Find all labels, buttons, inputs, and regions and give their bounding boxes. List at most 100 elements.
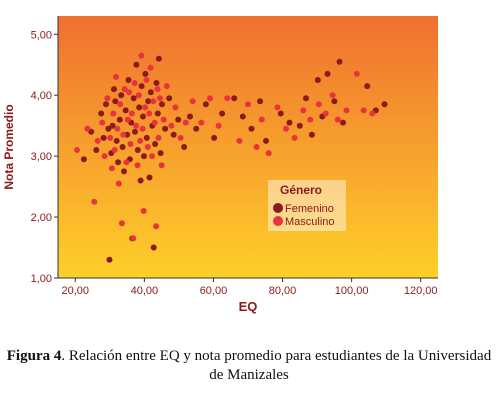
data-point-femenino: [154, 110, 161, 117]
data-point-masculino: [168, 122, 175, 129]
data-point-femenino: [111, 86, 117, 93]
data-point-masculino: [245, 101, 251, 108]
x-tick-label: 20,00: [62, 285, 90, 297]
x-tick-label: 40,00: [131, 285, 159, 297]
data-point-femenino: [113, 137, 120, 144]
data-point-masculino: [146, 110, 153, 117]
data-point-masculino: [198, 119, 205, 126]
data-point-femenino: [118, 92, 125, 99]
data-point-femenino: [106, 256, 113, 263]
data-point-masculino: [189, 98, 196, 105]
data-point-masculino: [99, 119, 106, 126]
data-point-masculino: [114, 125, 121, 132]
data-point-masculino: [104, 95, 111, 102]
data-point-masculino: [118, 220, 125, 227]
data-point-masculino: [121, 86, 128, 93]
data-point-femenino: [147, 89, 154, 96]
data-point-femenino: [286, 119, 293, 126]
y-tick-label: 2,00: [31, 212, 52, 224]
data-point-femenino: [130, 95, 137, 102]
data-point-masculino: [177, 134, 184, 141]
data-point-masculino: [108, 165, 115, 172]
data-point-femenino: [109, 122, 116, 129]
data-point-femenino: [381, 101, 388, 108]
data-point-masculino: [74, 147, 80, 153]
y-tick-label: 1,00: [31, 273, 52, 285]
caption-text: . Relación entre EQ y nota promedio para…: [61, 348, 492, 383]
data-point-masculino: [360, 107, 367, 114]
data-point-masculino: [126, 89, 133, 96]
data-point-masculino: [253, 144, 260, 150]
y-axis-title: Nota Promedio: [2, 104, 16, 189]
data-point-masculino: [138, 52, 145, 59]
y-tick-label: 4,00: [31, 90, 52, 102]
data-point-masculino: [163, 83, 170, 90]
data-point-femenino: [324, 70, 331, 77]
data-point-masculino: [111, 147, 118, 153]
data-point-femenino: [138, 83, 145, 90]
x-axis: 20,00 40,00 60,00 80,00 100,00 120,00: [62, 278, 438, 297]
data-point-femenino: [257, 98, 264, 105]
y-tick-label: 3,00: [31, 151, 52, 163]
data-point-femenino: [193, 125, 200, 132]
data-point-femenino: [364, 83, 371, 90]
data-point-femenino: [133, 61, 140, 68]
data-point-masculino: [322, 110, 329, 117]
data-point-femenino: [112, 98, 119, 105]
data-point-masculino: [291, 134, 298, 141]
data-point-femenino: [166, 95, 173, 102]
x-tick-label: 80,00: [269, 285, 297, 297]
data-point-femenino: [248, 125, 255, 132]
data-point-masculino: [130, 235, 137, 242]
legend-label-masculino: Masculino: [285, 216, 335, 228]
data-point-femenino: [105, 125, 112, 132]
data-point-femenino: [181, 144, 188, 150]
data-point-femenino: [239, 113, 246, 120]
data-point-femenino: [152, 141, 159, 147]
plot-area: [58, 16, 438, 278]
data-point-masculino: [142, 104, 149, 111]
data-point-femenino: [141, 153, 147, 160]
x-tick-label: 120,00: [404, 285, 438, 297]
legend-marker-masculino: [273, 216, 283, 226]
data-point-masculino: [153, 223, 160, 230]
data-point-femenino: [159, 101, 165, 108]
data-point-femenino: [146, 174, 153, 181]
data-point-masculino: [334, 116, 341, 123]
data-point-masculino: [353, 70, 360, 77]
data-point-masculino: [207, 95, 213, 102]
data-point-femenino: [134, 147, 141, 153]
x-axis-title: EQ: [239, 299, 258, 314]
data-point-femenino: [162, 125, 169, 132]
data-point-masculino: [149, 153, 155, 160]
data-point-masculino: [147, 64, 154, 71]
data-point-masculino: [150, 98, 157, 105]
data-point-masculino: [143, 77, 150, 83]
data-point-masculino: [215, 122, 222, 129]
data-point-femenino: [157, 150, 164, 157]
caption-label: Figura 4: [6, 348, 62, 364]
data-point-masculino: [134, 162, 141, 169]
scatter-chart: 1,00 2,00 3,00 4,00 5,00 20,00 40,00 60,00 80,0…: [2, 16, 438, 314]
data-point-femenino: [142, 70, 149, 77]
data-point-masculino: [283, 125, 289, 132]
data-point-femenino: [122, 107, 129, 114]
data-point-masculino: [315, 101, 322, 108]
data-point-masculino: [110, 110, 117, 117]
data-point-masculino: [329, 92, 336, 99]
data-point-femenino: [331, 98, 338, 105]
data-point-femenino: [119, 144, 126, 150]
data-point-femenino: [132, 128, 138, 135]
data-point-masculino: [307, 116, 314, 123]
data-point-masculino: [300, 107, 307, 114]
data-point-femenino: [340, 119, 346, 126]
data-point-femenino: [140, 113, 146, 120]
data-point-femenino: [136, 104, 143, 111]
data-point-masculino: [117, 101, 124, 108]
data-point-femenino: [116, 116, 123, 123]
data-point-masculino: [120, 131, 127, 138]
legend-title: Género: [280, 183, 322, 197]
data-point-masculino: [128, 110, 135, 117]
data-point-masculino: [158, 162, 165, 169]
data-point-masculino: [133, 122, 140, 129]
